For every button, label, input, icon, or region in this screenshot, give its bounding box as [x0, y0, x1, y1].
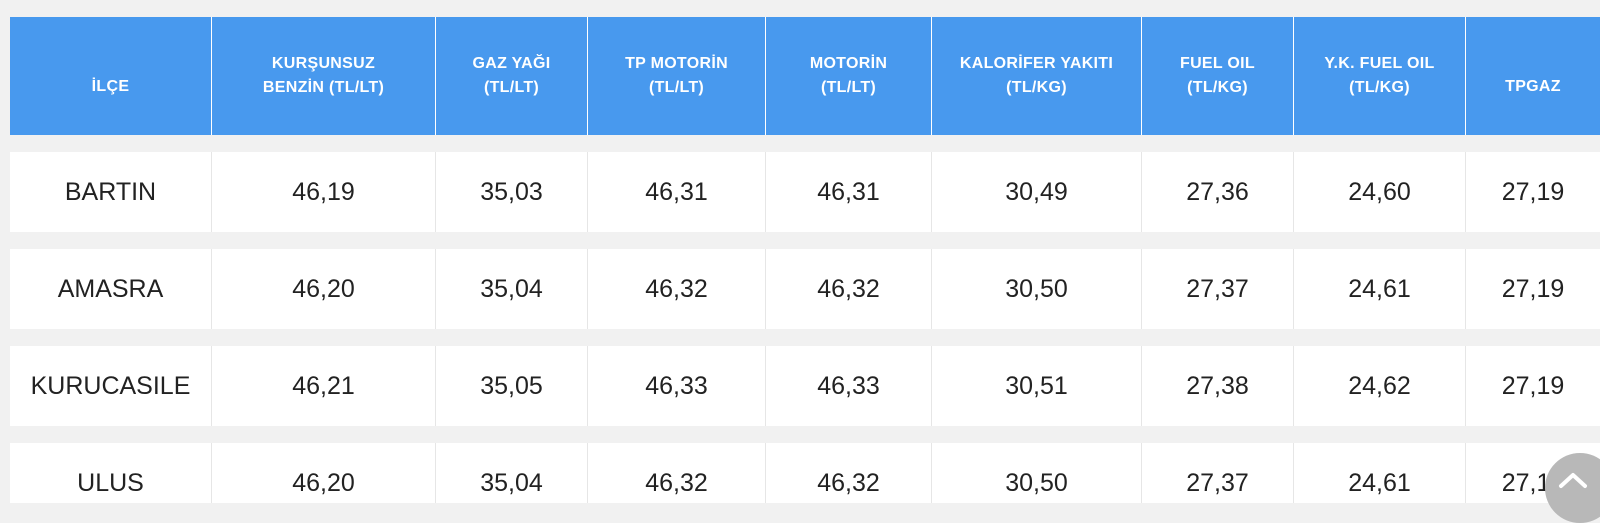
cell-ilce: BARTIN [10, 152, 212, 232]
cell-motorin: 46,31 [766, 152, 932, 232]
cell-kalorifer-yakiti: 30,50 [932, 249, 1142, 329]
cell-fuel-oil: 27,37 [1142, 249, 1294, 329]
cell-ilce: KURUCASILE [10, 346, 212, 426]
table-row: KURUCASILE 46,21 35,05 46,33 46,33 30,51… [10, 346, 1600, 426]
cell-yk-fuel-oil: 24,62 [1294, 346, 1466, 426]
table-header-row: İLÇE KURŞUNSUZ BENZİN (TL/LT) GAZ YAĞI (TL… [10, 17, 1600, 135]
header-tpgaz: TPGAZ [1466, 17, 1600, 135]
cell-fuel-oil: 27,38 [1142, 346, 1294, 426]
header-ilce: İLÇE [10, 17, 212, 135]
header-gaz-yagi: GAZ YAĞI (TL/LT) [436, 17, 588, 135]
cell-kalorifer-yakiti: 30,50 [932, 443, 1142, 503]
table-row: AMASRA 46,20 35,04 46,32 46,32 30,50 27,… [10, 249, 1600, 329]
header-yk-fuel-oil: Y.K. FUEL OIL (TL/KG) [1294, 17, 1466, 135]
cell-ilce: AMASRA [10, 249, 212, 329]
cell-motorin: 46,32 [766, 443, 932, 503]
cell-motorin: 46,33 [766, 346, 932, 426]
cell-tpgaz: 27,19 [1466, 152, 1600, 232]
cell-yk-fuel-oil: 24,61 [1294, 443, 1466, 503]
cell-kursunsuz-benzin: 46,20 [212, 443, 436, 503]
cell-yk-fuel-oil: 24,61 [1294, 249, 1466, 329]
cell-kursunsuz-benzin: 46,19 [212, 152, 436, 232]
header-kalorifer-yakiti: KALORİFER YAKITI (TL/KG) [932, 17, 1142, 135]
cell-tpgaz: 27,19 [1466, 249, 1600, 329]
fuel-price-table-container: İLÇE KURŞUNSUZ BENZİN (TL/LT) GAZ YAĞI (TL… [10, 17, 1600, 503]
scroll-to-top-button[interactable] [1545, 453, 1600, 523]
cell-kursunsuz-benzin: 46,20 [212, 249, 436, 329]
header-fuel-oil: FUEL OIL (TL/KG) [1142, 17, 1294, 135]
cell-kalorifer-yakiti: 30,49 [932, 152, 1142, 232]
cell-tp-motorin: 46,31 [588, 152, 766, 232]
cell-ilce: ULUS [10, 443, 212, 503]
cell-tp-motorin: 46,33 [588, 346, 766, 426]
cell-fuel-oil: 27,36 [1142, 152, 1294, 232]
cell-yk-fuel-oil: 24,60 [1294, 152, 1466, 232]
cell-gaz-yagi: 35,03 [436, 152, 588, 232]
cell-gaz-yagi: 35,04 [436, 249, 588, 329]
cell-gaz-yagi: 35,04 [436, 443, 588, 503]
cell-gaz-yagi: 35,05 [436, 346, 588, 426]
header-tp-motorin: TP MOTORİN (TL/LT) [588, 17, 766, 135]
cell-motorin: 46,32 [766, 249, 932, 329]
chevron-up-icon [1559, 453, 1588, 494]
header-kursunsuz-benzin: KURŞUNSUZ BENZİN (TL/LT) [212, 17, 436, 135]
table-row: BARTIN 46,19 35,03 46,31 46,31 30,49 27,… [10, 152, 1600, 232]
cell-tp-motorin: 46,32 [588, 443, 766, 503]
cell-kursunsuz-benzin: 46,21 [212, 346, 436, 426]
fuel-price-table: İLÇE KURŞUNSUZ BENZİN (TL/LT) GAZ YAĞI (TL… [10, 17, 1600, 503]
header-motorin: MOTORİN (TL/LT) [766, 17, 932, 135]
cell-tpgaz: 27,19 [1466, 346, 1600, 426]
cell-tp-motorin: 46,32 [588, 249, 766, 329]
cell-fuel-oil: 27,37 [1142, 443, 1294, 503]
cell-kalorifer-yakiti: 30,51 [932, 346, 1142, 426]
table-row: ULUS 46,20 35,04 46,32 46,32 30,50 27,37… [10, 443, 1600, 503]
